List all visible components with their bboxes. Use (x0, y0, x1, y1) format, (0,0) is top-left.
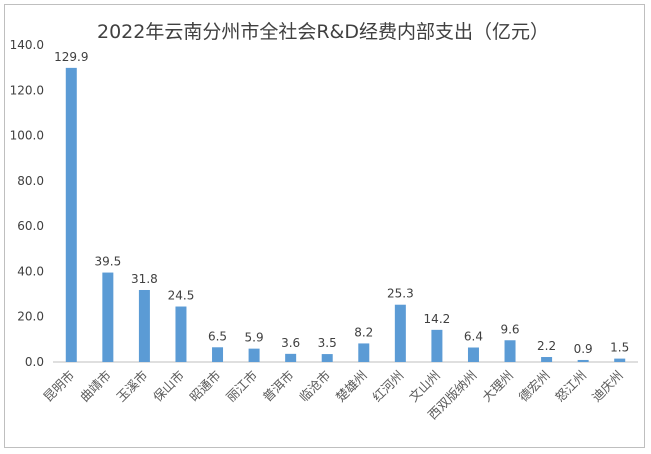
y-tick-label: 80.0 (17, 174, 44, 188)
bar (614, 358, 626, 362)
chart-frame (4, 4, 645, 448)
bar (431, 329, 443, 362)
data-label: 9.6 (500, 322, 519, 336)
data-label: 129.9 (54, 50, 88, 64)
chart-title: 2022年云南分州市全社会R&D经费内部支出（亿元） (97, 21, 549, 43)
y-axis: 0.0 20.0 40.0 60.0 80.0 100.0 120.0 140.0 (10, 38, 44, 369)
bar (138, 289, 150, 362)
bar (358, 343, 370, 362)
data-label: 25.3 (387, 287, 414, 301)
y-tick-label: 60.0 (17, 219, 44, 233)
x-tick-label: 丽江市 (223, 368, 260, 405)
bar (321, 354, 333, 362)
x-tick-label: 德宏州 (516, 368, 553, 405)
x-tick-label: 大理州 (479, 368, 516, 405)
x-tick-label: 普洱市 (260, 368, 297, 405)
bar (541, 357, 553, 362)
x-tick-label: 楚雄州 (333, 368, 370, 405)
x-tick-label: 保山市 (150, 368, 187, 405)
data-label: 31.8 (131, 272, 158, 286)
y-tick-label: 20.0 (17, 310, 44, 324)
y-tick-label: 0.0 (25, 355, 44, 369)
y-tick-label: 120.0 (10, 83, 44, 97)
x-tick-label: 迪庆州 (589, 368, 626, 405)
bar (504, 340, 516, 362)
y-tick-label: 100.0 (10, 129, 44, 143)
x-tick-label: 曲靖市 (77, 368, 114, 405)
data-label: 3.5 (318, 336, 337, 350)
bar (285, 353, 297, 362)
x-tick-label: 玉溪市 (113, 368, 150, 405)
bar (394, 304, 406, 362)
bar (467, 347, 479, 362)
bar (212, 347, 224, 362)
data-label: 39.5 (94, 255, 121, 269)
bar (248, 348, 260, 362)
bars (65, 67, 626, 362)
bar (577, 359, 589, 362)
data-label: 5.9 (245, 331, 264, 345)
y-tick-label: 40.0 (17, 264, 44, 278)
data-label: 0.9 (574, 342, 593, 356)
bar (65, 67, 77, 362)
data-label: 8.2 (354, 325, 373, 339)
data-label: 2.2 (537, 339, 556, 353)
y-tick-label: 140.0 (10, 38, 44, 52)
data-label: 6.5 (208, 329, 227, 343)
x-tick-label: 昭通市 (187, 368, 224, 405)
x-tick-label: 怒江州 (552, 368, 589, 405)
data-label: 24.5 (168, 289, 195, 303)
data-label: 14.2 (424, 312, 451, 326)
x-tick-label: 红河州 (369, 368, 406, 405)
bar (102, 272, 114, 362)
data-label: 3.6 (281, 336, 300, 350)
x-tick-label: 昆明市 (40, 368, 77, 405)
bar (175, 306, 187, 362)
data-label: 6.4 (464, 330, 483, 344)
value-labels: 129.9 39.5 31.8 24.5 6.5 5.9 3.6 3.5 8.2 25.3 14.2… (54, 50, 629, 356)
data-label: 1.5 (610, 341, 629, 355)
x-tick-label: 临沧市 (296, 368, 333, 405)
